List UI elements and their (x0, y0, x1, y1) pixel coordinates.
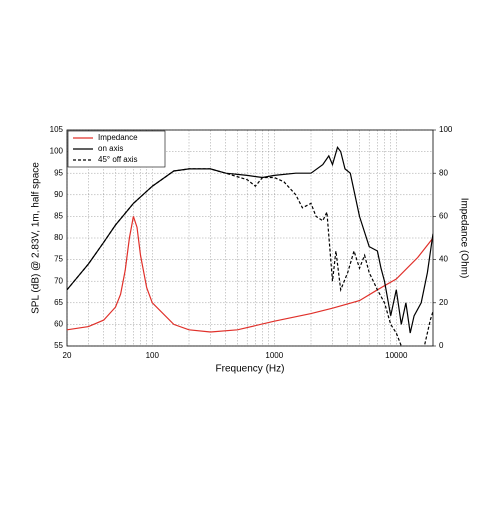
y2-tick-label: 100 (439, 125, 453, 134)
y-tick-label: 80 (54, 233, 63, 242)
x-tick-label: 20 (63, 351, 72, 360)
y-tick-label: 65 (54, 298, 63, 307)
legend-label: 45° off axis (98, 155, 138, 164)
y2-tick-label: 20 (439, 298, 448, 307)
series-line (67, 168, 433, 346)
legend-label: Impedance (98, 133, 138, 142)
series-line (67, 145, 433, 334)
y-tick-label: 60 (54, 320, 63, 329)
y-tick-label: 100 (50, 147, 64, 156)
y-tick-label: 85 (54, 212, 63, 221)
y2-tick-label: 0 (439, 341, 444, 350)
x-tick-label: 1000 (265, 351, 283, 360)
y-tick-label: 70 (54, 276, 63, 285)
legend-label: on axis (98, 144, 123, 153)
y2-axis-label: Impedance (Ohm) (458, 198, 469, 279)
series-line (67, 216, 433, 333)
y-tick-label: 55 (54, 341, 63, 350)
plot-area (67, 145, 433, 346)
y2-tick-label: 40 (439, 255, 448, 264)
y-tick-label: 75 (54, 255, 63, 264)
y2-tick-label: 80 (439, 168, 448, 177)
x-tick-label: 10000 (385, 351, 408, 360)
y-tick-label: 90 (54, 190, 63, 199)
y-tick-label: 95 (54, 168, 63, 177)
y-tick-label: 105 (50, 125, 64, 134)
y2-tick-label: 60 (439, 212, 448, 221)
x-axis-label: Frequency (Hz) (216, 364, 285, 375)
x-tick-label: 100 (146, 351, 160, 360)
y-axis-label: SPL (dB) @ 2.83V, 1m, half space (31, 162, 42, 314)
